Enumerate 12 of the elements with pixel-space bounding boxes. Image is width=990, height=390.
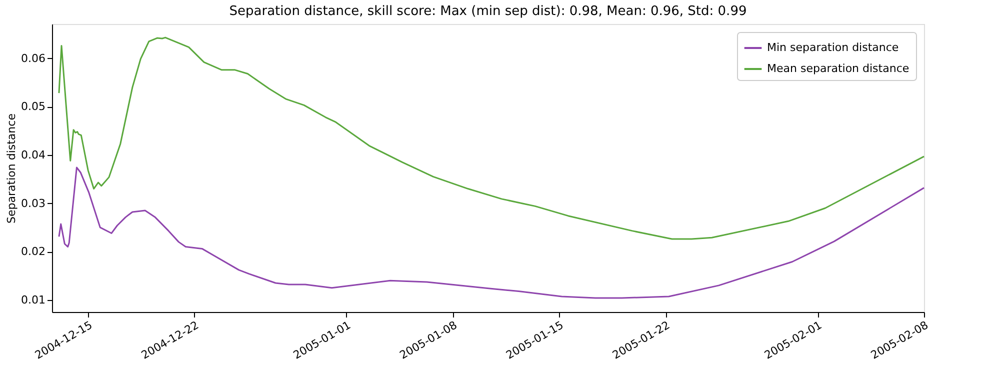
- line-series: [58, 166, 925, 299]
- legend-label: Mean separation distance: [767, 62, 910, 75]
- y-tick-label: 0.03: [21, 196, 46, 210]
- y-tick-label: 0.02: [21, 245, 46, 258]
- y-tick-label: 0.06: [21, 52, 46, 65]
- y-tick-label: 0.04: [21, 148, 46, 162]
- y-tick-label: 0.05: [21, 100, 46, 114]
- line-series: [58, 36, 925, 240]
- y-axis-title: Separation distance: [5, 113, 18, 224]
- chart-title: Separation distance, skill score: Max (min sep dist): 0.98, Mean: 0.96, Std: 0.99: [229, 4, 747, 19]
- legend-label: Min separation distance: [767, 41, 899, 54]
- y-tick-label: 0.01: [21, 293, 46, 306]
